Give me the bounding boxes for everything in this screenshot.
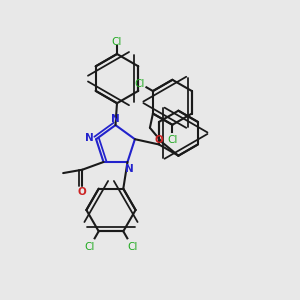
Text: O: O — [78, 187, 87, 196]
Text: O: O — [154, 135, 163, 145]
Text: Cl: Cl — [127, 242, 137, 252]
Text: Cl: Cl — [135, 79, 145, 88]
Text: N: N — [124, 164, 134, 174]
Text: Cl: Cl — [167, 135, 178, 145]
Text: Cl: Cl — [112, 37, 122, 47]
Text: N: N — [111, 114, 120, 124]
Text: N: N — [85, 133, 94, 143]
Text: Cl: Cl — [85, 242, 95, 252]
